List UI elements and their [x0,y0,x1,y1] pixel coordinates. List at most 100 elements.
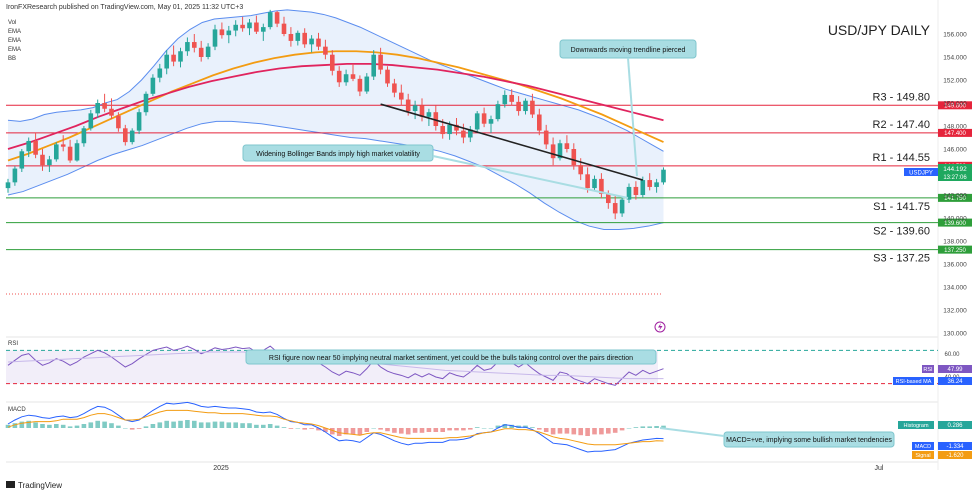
symbol-tag [904,168,938,176]
candle-body [530,100,535,115]
level-tag-value-5: 137.250 [944,248,966,254]
macd-hist-bar [309,428,314,429]
macd-hist-bar [12,423,18,428]
level-label-4: S2 - 139.60 [873,226,930,238]
source-line: IronFXResearch published on TradingView.… [6,4,243,11]
candle-body [47,159,52,166]
price-tick: 146.000 [943,147,967,154]
candle-body [129,130,135,143]
candle-body [198,47,204,57]
price-tick: 152.000 [943,78,967,85]
bollinger-bands [7,9,664,230]
histogram-tag [898,421,934,429]
candle-body [550,144,556,159]
macd-hist-bar [571,428,577,435]
candle-body [178,51,183,62]
macd-hist-bar [330,428,335,435]
candle-body [392,83,397,93]
bollinger-lower-line [7,120,664,230]
candle-body [26,140,31,152]
macd-tag [912,442,934,450]
macd-hist-bar [336,428,342,436]
price-tick: 154.000 [943,55,967,62]
candle-body [537,114,542,131]
rsi-ma-value: 36.24 [947,379,963,385]
macd-hist-bar [150,424,156,428]
macd-hist-bar [537,428,542,430]
macd-hist-bar [612,428,618,433]
macd-hist-bar [385,428,390,432]
macd-hist-bar [212,421,218,428]
candle-body [350,74,356,79]
candle-body [185,42,190,52]
macd-hist-bar [399,428,404,434]
price-tick: 150.000 [943,101,967,108]
macd-hist-bar [247,423,252,428]
macd-hist-bar [288,428,294,429]
level-tag-3 [938,193,972,202]
macd-hist-bar [178,420,183,428]
candle-body [468,129,473,138]
macd-hist-bar [171,421,176,428]
macd-hist-bar [40,424,45,428]
level-tag-1 [938,128,972,137]
macd-hist-bar [440,428,445,432]
macd-hist-bar [640,426,646,428]
rsi-ma-value-tag [938,377,972,385]
macd-hist-bar [550,428,556,435]
rsi-tag [922,365,934,373]
candle-body [599,178,604,194]
candle-body [247,22,252,29]
macd-hist-bar [378,428,383,430]
indicator-ema-3: EMA [8,47,21,53]
macd-hist-bar [447,428,452,431]
macd-hist-bar [585,428,590,436]
candle-body [116,115,121,129]
candle-body [364,76,370,92]
price-tick: 132.000 [943,308,967,315]
macd-hist-bar [95,420,100,428]
lightning-icon[interactable] [654,321,666,333]
candle-body [309,38,314,45]
trendline [380,103,644,181]
macd-tag-label: MACD [915,444,931,450]
macd-hist-bar [350,428,356,435]
bollinger-fill [8,9,664,230]
price-tick: 134.000 [943,285,967,292]
macd-hist-bar [254,424,259,428]
macd-hist-bar [557,428,563,434]
macd-label: MACD [8,407,26,413]
macd-hist-bar [426,428,432,432]
candle-body [336,70,342,83]
candle-body [371,54,376,77]
level-label-0: R3 - 149.80 [873,91,930,103]
lightning-bolt-icon [658,323,663,331]
macd-hist-bar [109,423,114,428]
macd-line [7,401,664,453]
macd-hist-bar [323,428,328,432]
indicator-ema-2: EMA [8,38,21,44]
macd-hist-bar [474,427,480,428]
candle-body [447,124,452,135]
macd-hist-bar [392,428,397,433]
candle-body [343,74,349,83]
macd-hist-bar [433,428,439,432]
candle-body [267,12,273,28]
candle-body [226,30,232,36]
macd-hist-bar [267,424,273,428]
level-tag-5 [938,245,972,254]
last-price-tag [938,164,972,181]
candle-body [454,124,459,131]
level-tag-4 [938,218,972,227]
candle-body [557,143,563,159]
macd-value-tag [938,442,972,450]
chart-title: USD/JPY DAILY [828,22,931,38]
macd-hist-bar [371,428,376,429]
candle-body [54,144,59,160]
tradingview-logo: TradingView [6,481,62,490]
note-bollinger-box [242,144,434,162]
candle-body [606,193,611,204]
signal-line [7,409,664,446]
